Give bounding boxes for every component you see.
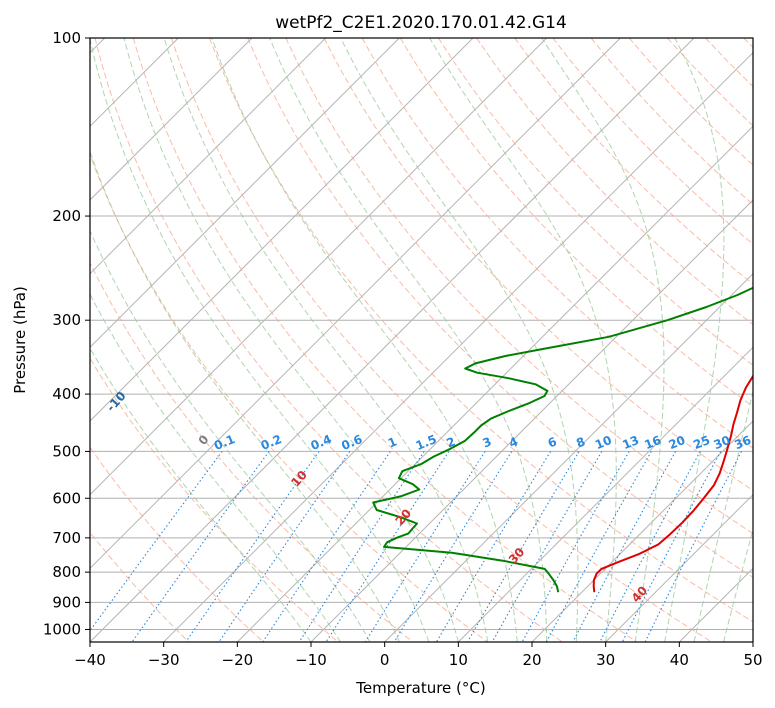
moist-adiabat-line bbox=[429, 38, 617, 642]
x-tick-label: −20 bbox=[222, 651, 254, 669]
moist-adiabat-line bbox=[541, 38, 665, 642]
moist-adiabat-line bbox=[340, 38, 579, 642]
dry-adiabat-line bbox=[90, 153, 488, 642]
dry-adiabat-line bbox=[90, 357, 339, 642]
y-tick-label: 800 bbox=[52, 563, 81, 581]
mixing-ratio-line bbox=[491, 451, 603, 642]
isotherm-line bbox=[457, 346, 753, 642]
mixing-ratio-lines bbox=[90, 451, 742, 642]
mixing-ratio-line bbox=[262, 451, 391, 642]
mixing-ratio-label: 16 bbox=[642, 433, 663, 452]
isotherm-line bbox=[90, 38, 327, 275]
chart-title: wetPf2_C2E1.2020.170.01.42.G14 bbox=[275, 13, 567, 33]
dry-adiabat-line bbox=[323, 38, 753, 492]
y-tick-label: 300 bbox=[52, 311, 81, 329]
dry-adiabat-line bbox=[361, 38, 753, 449]
isotherm-line bbox=[236, 125, 753, 642]
moist-adiabat-line bbox=[211, 38, 518, 642]
moist-adiabat-line bbox=[664, 38, 725, 642]
isotherm-line bbox=[163, 51, 753, 642]
dry-adiabat-lines bbox=[90, 38, 753, 642]
mixing-ratio-line bbox=[621, 451, 722, 642]
mixing-ratio-label: 36 bbox=[732, 433, 753, 452]
y-tick-label: 200 bbox=[52, 207, 81, 225]
y-tick-label: 400 bbox=[52, 385, 81, 403]
dry-adiabat-line bbox=[247, 38, 753, 578]
isotherm-line bbox=[90, 38, 474, 422]
plot-frame bbox=[89, 37, 754, 643]
x-tick-label: −30 bbox=[148, 651, 180, 669]
x-tick-label: −40 bbox=[74, 651, 106, 669]
y-tick-label: 1000 bbox=[43, 620, 81, 638]
dry-adiabat-line bbox=[132, 38, 638, 642]
x-tick-label: 0 bbox=[380, 651, 390, 669]
dry-adiabat-line bbox=[285, 38, 753, 535]
dry-adiabat-line bbox=[90, 531, 190, 642]
y-axis-ticks: 100 200 300 400 500 600 700 800 900 1000 bbox=[43, 29, 90, 638]
y-tick-label: 600 bbox=[52, 489, 81, 507]
y-tick-label: 500 bbox=[52, 442, 81, 460]
isotherm-lines bbox=[90, 38, 753, 642]
x-axis-label: Temperature (°C) bbox=[355, 679, 485, 697]
mixing-ratio-line bbox=[393, 451, 513, 642]
mixing-ratio-line bbox=[131, 451, 270, 642]
x-tick-label: 30 bbox=[596, 651, 615, 669]
isotherm-line bbox=[90, 38, 400, 349]
moist-adiabat-line bbox=[90, 347, 312, 642]
y-tick-label: 900 bbox=[52, 593, 81, 611]
x-tick-label: 40 bbox=[670, 651, 689, 669]
mixing-ratio-line bbox=[545, 451, 652, 642]
mixing-ratio-label: 10 bbox=[593, 433, 614, 452]
moist-adiabat-lines bbox=[90, 38, 753, 642]
isotherm-line bbox=[605, 493, 753, 642]
mixing-ratio-label: 13 bbox=[620, 433, 641, 452]
moist-adiabat-line bbox=[90, 38, 430, 642]
mixing-ratio-line bbox=[90, 451, 223, 632]
mixing-ratio-line bbox=[218, 451, 351, 642]
mixing-ratio-label: 25 bbox=[691, 433, 712, 452]
x-axis-ticks: −40 −30 −20 −10 0 10 20 30 40 50 bbox=[74, 642, 763, 669]
mixing-ratio-line bbox=[364, 451, 486, 642]
isobar-gridlines bbox=[90, 38, 753, 630]
dry-adiabat-line bbox=[170, 38, 712, 642]
mixing-ratio-line bbox=[185, 451, 320, 642]
plot-area: -100-90-80-70-60-50-40-30-20-10010203040… bbox=[90, 38, 753, 642]
dry-adiabat-line bbox=[90, 446, 264, 642]
dry-adiabat-line bbox=[399, 38, 753, 408]
moist-adiabat-line bbox=[163, 38, 489, 642]
x-tick-label: 50 bbox=[743, 651, 762, 669]
isotherm-line bbox=[310, 199, 753, 642]
dewpoint-profile-line bbox=[372, 286, 753, 593]
temperature-profile-line bbox=[592, 374, 753, 593]
isotherm-line bbox=[384, 272, 753, 642]
moist-adiabat-line bbox=[123, 38, 459, 642]
dry-adiabat-line bbox=[209, 38, 753, 623]
isotherm-line bbox=[90, 38, 621, 570]
mixing-ratio-label: 30 bbox=[712, 433, 733, 452]
isotherm-line bbox=[90, 38, 548, 496]
dry-adiabat-line bbox=[94, 38, 563, 642]
isotherm-line bbox=[90, 38, 253, 201]
mixing-ratio-label: 20 bbox=[667, 433, 688, 452]
mixing-ratio-line bbox=[599, 451, 701, 642]
mixing-ratio-labels: 0.1 0.2 0.4 0.6 1 1.5 2 3 4 6 8 10 13 16 20 25 30 36 bbox=[212, 432, 753, 453]
isotherm-line bbox=[531, 420, 753, 642]
x-tick-label: 20 bbox=[522, 651, 541, 669]
moist-adiabat-line bbox=[90, 292, 341, 642]
y-tick-label: 700 bbox=[52, 529, 81, 547]
dry-adiabat-line bbox=[90, 261, 414, 642]
moist-adiabat-line bbox=[693, 389, 753, 642]
x-tick-label: 10 bbox=[449, 651, 468, 669]
y-tick-label: 100 bbox=[52, 29, 81, 47]
x-tick-label: −10 bbox=[295, 651, 327, 669]
moist-adiabat-line bbox=[90, 150, 400, 642]
moist-adiabat-line bbox=[90, 229, 371, 642]
isotherm-line bbox=[90, 38, 695, 642]
mixing-ratio-line bbox=[644, 451, 742, 642]
profile-series bbox=[372, 286, 753, 593]
moist-adiabat-line bbox=[269, 38, 548, 642]
y-axis-label: Pressure (hPa) bbox=[11, 286, 29, 394]
